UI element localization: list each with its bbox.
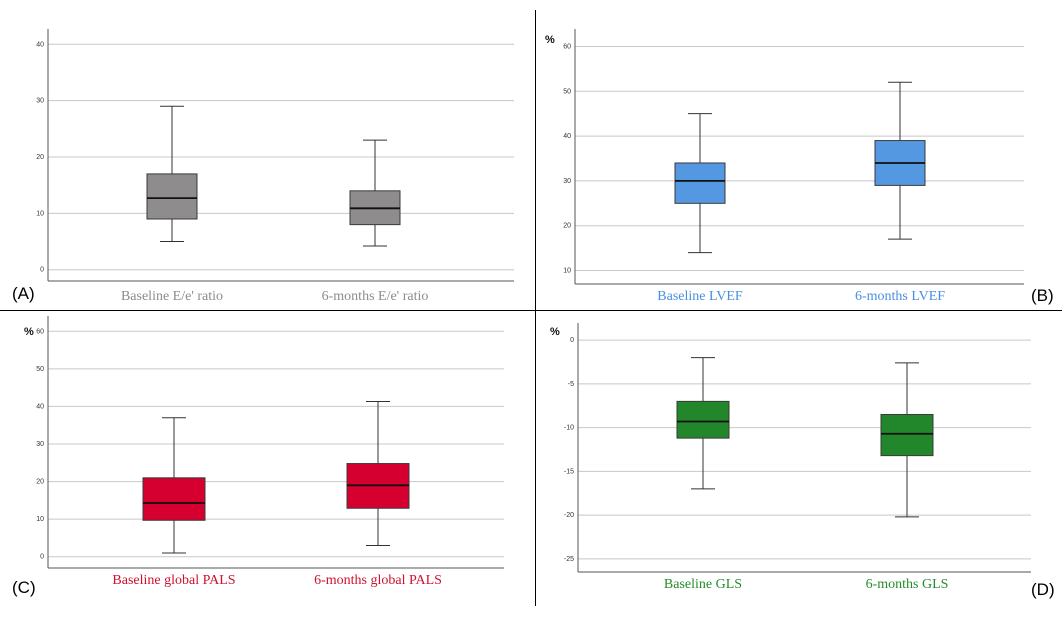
- category-label-a-1: Baseline E/e' ratio: [121, 289, 223, 304]
- panel-label-a: (A): [12, 284, 35, 303]
- category-label-c-2: 6-months global PALS: [314, 573, 442, 588]
- y-tick-label-a: 10: [36, 210, 44, 217]
- y-tick-label-a: 20: [36, 154, 44, 161]
- y-tick-label-c: 50: [36, 366, 44, 373]
- box-c-1: [142, 477, 206, 521]
- y-tick-label-c: 40: [36, 403, 44, 410]
- y-tick-label-b: 50: [563, 88, 571, 95]
- y-tick-label-c: 0: [40, 554, 44, 561]
- y-tick-label-b: 60: [563, 43, 571, 50]
- y-tick-label-d: 0: [570, 337, 574, 344]
- y-tick-label-a: 40: [36, 41, 44, 48]
- box-a-1: [146, 173, 198, 220]
- y-tick-label-d: -20: [564, 512, 574, 519]
- category-label-d-1: Baseline GLS: [664, 577, 742, 592]
- category-label-c-1: Baseline global PALS: [112, 573, 235, 588]
- category-label-b-2: 6-months LVEF: [855, 289, 945, 304]
- y-tick-label-b: 20: [563, 223, 571, 230]
- y-tick-label-c: 60: [36, 328, 44, 335]
- y-tick-label-d: -10: [564, 425, 574, 432]
- y-tick-label-d: -15: [564, 468, 574, 475]
- y-tick-label-b: 10: [563, 268, 571, 275]
- unit-label-b: %: [545, 34, 555, 46]
- horizontal-divider: [0, 310, 1062, 311]
- category-label-b-1: Baseline LVEF: [657, 289, 743, 304]
- box-d-1: [676, 400, 730, 439]
- y-tick-label-c: 20: [36, 479, 44, 486]
- y-tick-label-d: -25: [564, 556, 574, 563]
- panel-label-c: (C): [12, 578, 36, 597]
- box-b-1: [674, 162, 726, 204]
- y-tick-label-d: -5: [568, 381, 574, 388]
- panel-label-b: (B): [1031, 286, 1054, 305]
- y-tick-label-b: 40: [563, 133, 571, 140]
- y-tick-label-b: 30: [563, 178, 571, 185]
- vertical-divider: [535, 10, 536, 606]
- category-label-a-2: 6-months E/e' ratio: [322, 289, 429, 304]
- category-label-d-2: 6-months GLS: [866, 577, 949, 592]
- unit-label-d: %: [550, 326, 560, 338]
- panel-label-d: (D): [1031, 580, 1055, 599]
- unit-label-c: %: [24, 326, 34, 338]
- box-d-2: [880, 414, 934, 457]
- y-tick-label-a: 30: [36, 98, 44, 105]
- y-tick-label-c: 10: [36, 516, 44, 523]
- y-tick-label-c: 30: [36, 441, 44, 448]
- y-tick-label-a: 0: [40, 267, 44, 274]
